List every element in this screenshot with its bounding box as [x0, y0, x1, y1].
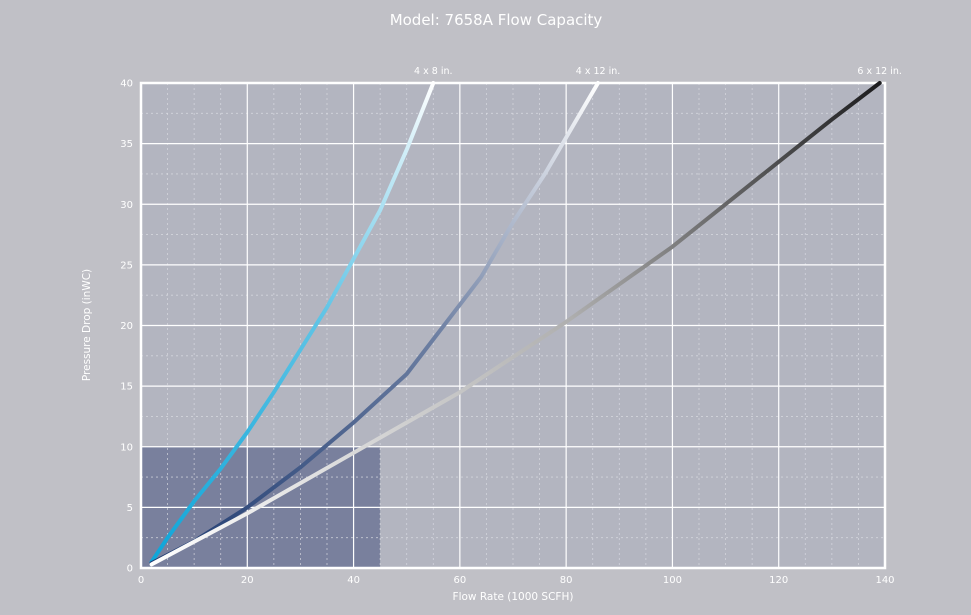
y-axis-label: Pressure Drop (inWC): [81, 269, 93, 381]
y-tick-label: 40: [120, 79, 133, 90]
x-tick-label: 120: [769, 575, 788, 586]
y-tick-label: 10: [120, 442, 133, 453]
x-tick-label: 20: [241, 575, 254, 586]
x-tick-label: 0: [138, 575, 144, 586]
y-tick-label: 15: [120, 382, 133, 393]
y-tick-label: 25: [120, 260, 133, 271]
series-label: 6 x 12 in.: [857, 66, 902, 77]
y-tick-label: 35: [120, 139, 133, 150]
x-tick-label: 80: [560, 575, 573, 586]
chart-title: Model: 7658A Flow Capacity: [390, 11, 603, 29]
x-tick-label: 100: [663, 575, 682, 586]
y-tick-label: 20: [120, 321, 133, 332]
series-line: [149, 81, 436, 564]
plot-border: [139, 81, 887, 570]
series-label: 4 x 12 in.: [576, 66, 621, 77]
x-axis-label: Flow Rate (1000 SCFH): [453, 591, 574, 603]
y-tick-label: 5: [127, 503, 133, 514]
series-line: [149, 81, 882, 567]
x-tick-label: 60: [453, 575, 466, 586]
series-line: [149, 81, 600, 566]
x-tick-label: 140: [875, 575, 894, 586]
series-label: 4 x 8 in.: [414, 66, 452, 77]
x-tick-label: 40: [347, 575, 360, 586]
y-tick-label: 30: [120, 200, 133, 211]
y-tick-label: 0: [127, 564, 133, 575]
